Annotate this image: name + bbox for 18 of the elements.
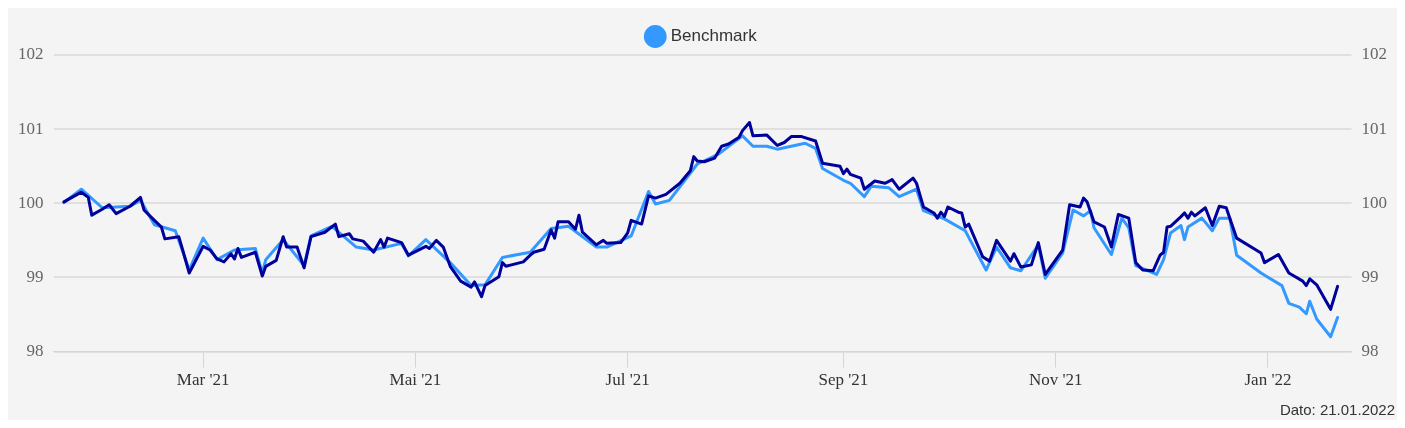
x-tick-label: Mar '21 xyxy=(176,370,230,390)
y2-tick-label: 102 xyxy=(1361,44,1387,64)
y-tick-label: 102 xyxy=(18,44,44,64)
x-tick-label: Mai '21 xyxy=(389,370,442,390)
x-tick-label: Sep '21 xyxy=(818,370,869,390)
y2-tick-label: 99 xyxy=(1361,266,1379,286)
x-tick-label: Nov '21 xyxy=(1028,370,1083,390)
legend-label: Benchmark xyxy=(670,26,758,46)
y-tick-label: 98 xyxy=(26,341,44,361)
y-tick-label: 99 xyxy=(26,266,44,286)
y2-tick-label: 101 xyxy=(1361,118,1387,138)
y2-tick-label: 98 xyxy=(1361,341,1379,361)
x-tick-label: Jan '22 xyxy=(1244,370,1292,390)
y2-tick-label: 100 xyxy=(1361,192,1387,212)
y-tick-label: 101 xyxy=(18,118,44,138)
x-tick-label: Jul '21 xyxy=(605,370,650,390)
y-tick-label: 100 xyxy=(18,192,44,212)
text: Dato: 21.01.2022 xyxy=(1279,400,1395,418)
